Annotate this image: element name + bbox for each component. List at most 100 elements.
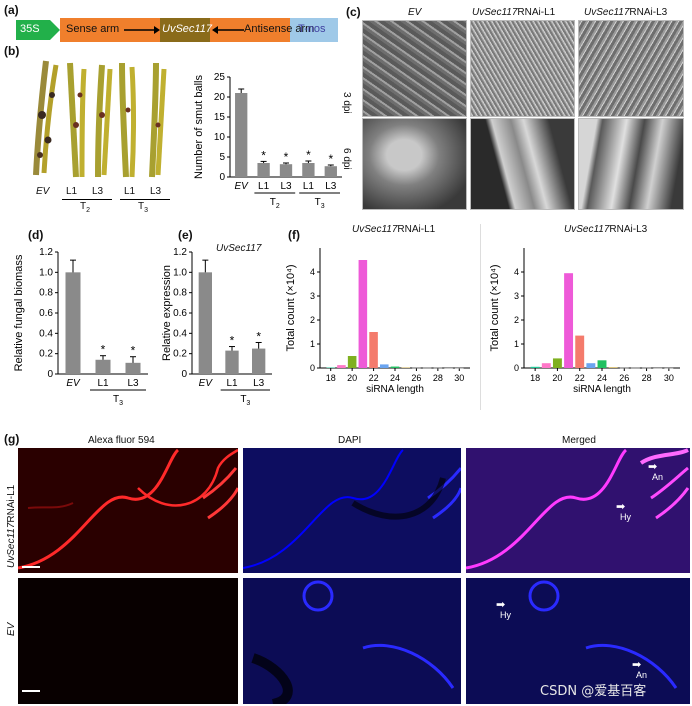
gene-label: UvSec117 [162, 23, 212, 35]
chart-d-xlabel-0: EV [66, 378, 81, 389]
panel-a-label: (a) [4, 3, 19, 17]
arrow-an-icon-l1: ➡ [648, 461, 658, 473]
chart-b-svg: 0 5 10 15 20 25 Number of smut balls EV * L1 * L3 * L… [193, 72, 342, 210]
chart-b-group-main-0: T [270, 197, 276, 208]
chart-f1-bar-6 [390, 366, 400, 368]
chart-e-group-sub-0: 3 [246, 400, 250, 407]
promoter-arrow [16, 20, 60, 40]
chart-e-group-label-0: T3 [240, 394, 250, 407]
chart-f2-xlabel: siRNA length [573, 384, 631, 395]
chart-f2-ytick-label-4: 4 [514, 267, 519, 277]
panel-e-label: (e) [178, 228, 193, 242]
chart-f2-title: UvSec117RNAi-L3 [564, 224, 647, 235]
chart-f1-xtick-label-6: 30 [454, 373, 464, 383]
chart-f1-ylabel: Total count (×10⁴) [285, 265, 297, 352]
chart-f2-bar-5 [586, 363, 596, 368]
chart-f1-bar-3 [358, 260, 368, 368]
panel-d-label: (d) [28, 228, 44, 242]
arrow-an-icon-ev: ➡ [632, 659, 642, 671]
chart-d-ytick-label-1: 0.2 [39, 349, 53, 360]
chart-f1-bar-11 [444, 367, 453, 369]
panicle-photo [28, 55, 173, 182]
chart-f1-xtick-label-0: 18 [326, 373, 336, 383]
chart-b-ytick-label-3: 15 [214, 112, 226, 123]
sem-row-6dpi: 6 dpi [341, 148, 352, 170]
chart-d-bar-1 [95, 359, 111, 374]
fluor-row-l1-suffix: RNAi-L1 [6, 484, 17, 523]
panel-f-divider [480, 224, 481, 410]
sem-row-3dpi: 3 dpi [341, 92, 352, 114]
chart-f1-title: UvSec117RNAi-L1 [352, 224, 435, 235]
chart-f1-ytick-label-2: 2 [310, 315, 315, 325]
chart-e-container: 0 0.2 0.4 0.6 0.8 1.0 1.2 Relative expression EV… [158, 238, 278, 410]
chart-e-group-main-0: T [240, 394, 246, 405]
chart-f2-xtick-label-0: 18 [530, 373, 540, 383]
chart-f2-bar-1 [541, 363, 551, 368]
chart-e-ytick-label-3: 0.6 [173, 308, 187, 319]
arrow-hy-icon-l1: ➡ [616, 501, 626, 513]
chart-d-bar-0 [65, 272, 81, 374]
photo-group-t3: T3 [138, 201, 148, 214]
fluor-col-alexa: Alexa fluor 594 [88, 435, 155, 446]
panel-e-gene: UvSec117 [216, 243, 262, 254]
chart-f1-xtick-label-2: 22 [369, 373, 379, 383]
arrow-an-label-ev: An [636, 670, 648, 680]
chart-b-sig-1: * [261, 148, 266, 162]
chart-d-svg: 0 0.2 0.4 0.6 0.8 1.0 1.2 Relative fungal bioma… [13, 247, 148, 407]
panicle-t3-l3 [149, 62, 167, 178]
photo-group-t3-main: T [138, 201, 145, 212]
fluor-ev-alexa [18, 578, 238, 704]
chart-e-ytick-label-6: 1.2 [173, 247, 187, 258]
chart-e-ytick-label-0: 0 [181, 369, 187, 380]
arrow-hy-icon-ev: ➡ [496, 599, 506, 611]
chart-f2-bar-7 [608, 367, 618, 368]
chart-f2-container: 0 1 2 3 4 18 20 22 24 26 28 30 siRNA length Total cou… [484, 236, 688, 410]
chart-f1-xtick-label-5: 28 [433, 373, 443, 383]
fluor-col-merged: Merged [562, 435, 596, 446]
chart-b-group-main-1: T [315, 197, 321, 208]
chart-d-xlabel-1: L1 [97, 378, 109, 389]
chart-b-xlabel-1: L1 [258, 181, 270, 192]
sem-ev-3dpi [362, 20, 467, 117]
chart-b-bar-1 [257, 163, 270, 177]
chart-f2-bar-0 [530, 366, 540, 368]
chart-e-sig-2: * [256, 329, 261, 343]
chart-f2-bar-9 [630, 367, 640, 369]
chart-e-xlabel-1: L1 [226, 378, 238, 389]
fluor-l1-merged-svg [466, 448, 690, 573]
chart-f1-ytick-label-0: 0 [310, 363, 315, 373]
sem-col-l1-gene: UvSec117 [472, 7, 518, 18]
terminator-box [290, 18, 338, 42]
chart-f2-xtick-label-1: 20 [552, 373, 562, 383]
chart-d-ylabel: Relative fungal biomass [13, 254, 25, 371]
chart-f1-xtick-label-3: 24 [390, 373, 400, 383]
chart-f1-ytick-label-1: 1 [310, 339, 315, 349]
fluor-l1-alexa-svg [18, 448, 238, 573]
chart-f1-bar-1 [337, 365, 346, 368]
chart-f1-title-gene: UvSec117 [352, 224, 398, 235]
chart-f2-bar-8 [619, 367, 629, 369]
chart-b-ytick-label-5: 25 [214, 72, 226, 83]
chart-b-xlabel-4: L3 [325, 181, 337, 192]
chart-b-group-label-1: T3 [315, 197, 325, 210]
sem-l1-6dpi [470, 118, 575, 210]
scale-bar-2 [22, 690, 40, 692]
chart-e-xlabel-2: L3 [253, 378, 265, 389]
chart-b-ytick-label-1: 5 [219, 152, 225, 163]
sem-ev-6dpi [362, 118, 467, 210]
chart-f1-svg: 0 1 2 3 4 18 20 22 24 26 28 30 siRNA length Total cou… [285, 248, 470, 395]
chart-f1-ytick-label-4: 4 [310, 267, 315, 277]
chart-f2-ylabel: Total count (×10⁴) [489, 265, 501, 352]
chart-f1-xlabel: siRNA length [366, 384, 424, 395]
photo-label-l3-a: L3 [92, 186, 104, 197]
chart-f2-ytick-label-0: 0 [514, 363, 519, 373]
chart-d-ytick-label-2: 0.4 [39, 328, 53, 339]
chart-b-xlabel-0: EV [235, 181, 250, 192]
chart-f2-svg: 0 1 2 3 4 18 20 22 24 26 28 30 siRNA length Total cou… [489, 248, 680, 395]
chart-e-ytick-label-2: 0.4 [173, 328, 187, 339]
chart-f2-bar-2 [552, 358, 562, 368]
arrow-hy-label-ev: Hy [500, 610, 511, 620]
chart-d-bar-2 [125, 362, 141, 374]
chart-d-ytick-label-0: 0 [47, 369, 53, 380]
